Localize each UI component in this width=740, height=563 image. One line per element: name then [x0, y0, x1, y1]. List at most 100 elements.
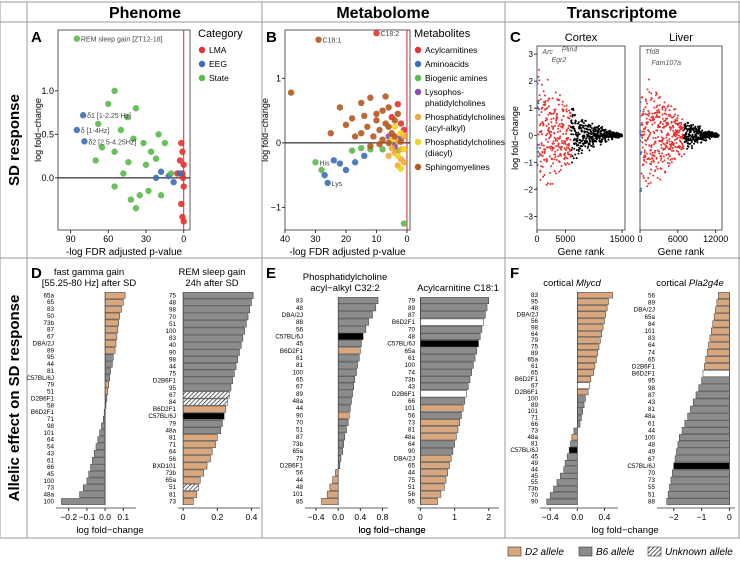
x-axis-label-E1: log fold−change — [358, 525, 425, 536]
gene-point-C1 — [567, 142, 570, 145]
gene-point-C1 — [539, 98, 542, 101]
gene-point-C2 — [667, 104, 670, 107]
gene-point-C2 — [681, 118, 684, 121]
bar-category-label-D2: 100 — [165, 328, 176, 335]
point-B-aminoacids — [336, 160, 344, 167]
gene-point-C2 — [651, 97, 654, 100]
y-tick-label-A: 0.0 — [41, 173, 54, 183]
bar-category-label-D2: BXD101 — [153, 463, 177, 470]
bar-category-label-E2: 44 — [408, 470, 416, 477]
gene-point-C1 — [541, 133, 544, 136]
gene-point-C1 — [569, 112, 572, 115]
gene-point-C1 — [557, 103, 560, 106]
gene-point-C1 — [547, 123, 550, 126]
gene-point-C1 — [558, 170, 561, 173]
gene-point-C2 — [680, 148, 683, 151]
gene-point-C2 — [639, 101, 642, 104]
bar-category-label-F2: 95 — [648, 378, 656, 385]
gene-point-C2 — [676, 129, 679, 132]
gene-point-C2 — [655, 156, 658, 159]
bar-D1 — [88, 470, 106, 478]
gene-point-C2 — [639, 109, 642, 112]
bar-category-label-D2: 95 — [169, 385, 177, 392]
bar-category-label-E2: 73 — [408, 420, 416, 427]
gene-point-C2 — [682, 147, 685, 150]
point-A-state — [145, 187, 152, 195]
bar-category-label-E2: 56 — [408, 491, 416, 498]
gene-point-C1 — [581, 149, 584, 152]
point-B-biogenic-amines — [318, 166, 325, 174]
x-tick-label-D1: 0.0 — [99, 512, 111, 522]
bar-category-label-E2: 90 — [408, 448, 416, 455]
gene-point-C2 — [676, 119, 679, 122]
bar-F1 — [566, 453, 578, 460]
gene-point-C1 — [568, 150, 571, 153]
gene-point-C1 — [578, 133, 581, 136]
gene-point-C2 — [669, 114, 672, 117]
gene-point-C1 — [559, 168, 562, 171]
gene-point-C1 — [538, 114, 541, 117]
gene-point-C1 — [569, 155, 572, 158]
bar-D2 — [182, 391, 230, 399]
gene-point-C1 — [565, 110, 568, 113]
point-B-sphingomyelines — [367, 94, 374, 101]
bar-E1 — [337, 433, 346, 441]
bar-category-label-F1: 90 — [531, 499, 539, 506]
gene-point-C1 — [554, 91, 557, 94]
bar-category-label-F1: 67 — [531, 382, 539, 389]
gene-point-C1 — [621, 134, 624, 137]
gene-point-C1 — [546, 132, 549, 135]
legend-marker-B — [414, 113, 422, 121]
gene-point-C1 — [551, 97, 554, 100]
point-B-sphingomyelines — [367, 142, 374, 150]
gene-point-C1 — [539, 146, 542, 149]
point-A-state — [132, 205, 140, 212]
bar-category-label-F2: 100 — [644, 435, 655, 442]
bar-category-label-D2: 56 — [169, 456, 177, 463]
point-B-biogenic-amines — [348, 147, 356, 154]
gene-point-C1 — [573, 127, 576, 130]
bar-F1 — [577, 414, 582, 421]
legend-label-B: Sphingomyelines — [425, 162, 490, 172]
bar-E1 — [337, 376, 356, 383]
gene-point-C1 — [581, 145, 584, 148]
bar-category-label-E2: 75 — [408, 477, 416, 484]
bar-category-label-F2: 49 — [648, 449, 656, 456]
plot-frame-C1 — [536, 45, 626, 231]
gene-point-C1 — [562, 109, 565, 112]
bar-category-label-D1: 48a — [43, 492, 54, 499]
gene-point-C1 — [554, 156, 557, 159]
bar-D1 — [92, 457, 106, 464]
gene-point-C1 — [591, 141, 594, 144]
gene-point-C2 — [667, 153, 670, 156]
gene-point-C2 — [667, 123, 670, 126]
gene-point-C1 — [598, 124, 601, 127]
gene-point-C1 — [553, 132, 556, 135]
bar-F2 — [701, 377, 730, 385]
bar-F1 — [577, 298, 609, 305]
bar-category-label-D1: 50 — [47, 313, 55, 320]
gene-point-C2 — [656, 104, 659, 107]
y-tick-label-C1: 0 — [529, 131, 534, 140]
legend-label-unknown: Unknown allele — [665, 547, 733, 558]
gene-point-C2 — [650, 168, 653, 171]
bar-E1 — [337, 426, 347, 434]
bar-D2 — [182, 327, 245, 335]
x-axis-label-A: -log FDR adjusted p-value — [66, 247, 183, 258]
point-B-sphingomyelines — [379, 107, 386, 114]
gene-point-C2 — [655, 92, 658, 95]
grid-frame — [0, 1, 740, 539]
bar-D2 — [182, 441, 216, 449]
point-B-sphingomyelines — [287, 89, 295, 96]
bar-category-label-F2: 88 — [648, 498, 656, 505]
bar-F2 — [687, 412, 730, 420]
bar-category-label-F2: 67 — [648, 456, 656, 463]
gene-point-C1 — [571, 146, 574, 149]
gene-point-C1 — [538, 108, 541, 111]
bar-category-label-D1: 67 — [47, 334, 55, 341]
point-B-aminoacids — [351, 159, 359, 166]
gene-point-C2 — [701, 129, 704, 132]
bar-F1 — [577, 311, 607, 318]
bar-category-label-F1: C57BL/6J — [510, 447, 538, 454]
gene-point-C1 — [592, 145, 595, 148]
